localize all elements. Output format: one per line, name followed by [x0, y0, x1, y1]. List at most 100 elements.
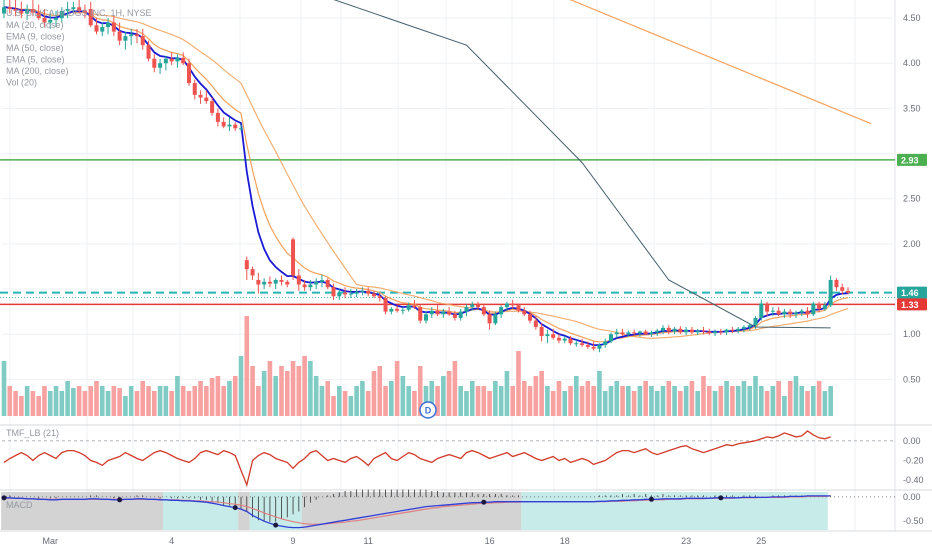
candle[interactable]: [805, 307, 810, 318]
candle[interactable]: [846, 287, 850, 295]
candle[interactable]: [42, 9, 47, 28]
candle[interactable]: [36, 4, 41, 20]
candle[interactable]: [614, 328, 619, 338]
candle[interactable]: [713, 329, 718, 336]
candle[interactable]: [730, 326, 735, 334]
candle[interactable]: [111, 16, 116, 37]
candle[interactable]: [158, 58, 163, 75]
candle[interactable]: [487, 310, 492, 330]
candle[interactable]: [308, 280, 313, 291]
candle[interactable]: [510, 299, 515, 309]
candle[interactable]: [366, 287, 371, 297]
candle[interactable]: [204, 90, 209, 104]
candle[interactable]: [643, 329, 648, 336]
price-tag[interactable]: [897, 298, 927, 311]
time-tick-label[interactable]: Mar: [42, 536, 58, 546]
candle[interactable]: [134, 28, 139, 44]
candle[interactable]: [770, 307, 775, 317]
candle[interactable]: [273, 278, 278, 290]
candle[interactable]: [834, 278, 839, 291]
candle[interactable]: [481, 303, 486, 317]
candle[interactable]: [516, 303, 521, 313]
candle[interactable]: [661, 325, 666, 335]
candle[interactable]: [684, 326, 689, 336]
candle[interactable]: [198, 90, 203, 104]
candle[interactable]: [13, 0, 18, 17]
candle[interactable]: [591, 341, 596, 351]
candle[interactable]: [568, 336, 573, 346]
candle[interactable]: [100, 22, 105, 37]
candle[interactable]: [169, 52, 174, 66]
dividend-marker[interactable]: D: [419, 401, 437, 419]
candle[interactable]: [71, 1, 76, 14]
candle[interactable]: [493, 311, 498, 326]
candle[interactable]: [464, 304, 469, 317]
candle[interactable]: [759, 299, 764, 321]
candle[interactable]: [811, 301, 816, 317]
candle[interactable]: [788, 308, 793, 318]
candle[interactable]: [192, 79, 197, 100]
candle[interactable]: [348, 289, 353, 299]
candle[interactable]: [585, 341, 590, 349]
candle[interactable]: [429, 307, 434, 318]
time-tick-label[interactable]: 16: [485, 536, 495, 546]
candle[interactable]: [782, 308, 787, 318]
candle[interactable]: [603, 338, 608, 348]
candle[interactable]: [377, 293, 382, 302]
candle[interactable]: [799, 308, 804, 317]
candle[interactable]: [452, 310, 457, 321]
candle[interactable]: [262, 278, 267, 290]
candle[interactable]: [343, 287, 348, 299]
candle[interactable]: [279, 275, 284, 286]
candle[interactable]: [285, 280, 290, 288]
candle[interactable]: [354, 289, 359, 298]
candle[interactable]: [360, 287, 365, 296]
candle[interactable]: [314, 278, 319, 290]
candle[interactable]: [522, 307, 527, 317]
chart-title[interactable]: U.S. SILICA HLDGS INC, 1H, NYSE: [6, 8, 152, 18]
time-tick-label[interactable]: 18: [560, 536, 570, 546]
time-axis[interactable]: Mar 4 9 11 16 18 23 25: [42, 536, 766, 546]
candle[interactable]: [597, 343, 602, 353]
legend-item[interactable]: MA (50, close): [6, 43, 64, 53]
candle[interactable]: [822, 301, 827, 311]
candle[interactable]: [528, 310, 533, 324]
time-tick-label[interactable]: 25: [756, 536, 766, 546]
candle[interactable]: [470, 301, 475, 311]
candle[interactable]: [221, 117, 226, 129]
candle[interactable]: [181, 52, 186, 66]
candle[interactable]: [296, 269, 301, 291]
candle[interactable]: [753, 316, 758, 329]
candle[interactable]: [776, 307, 781, 317]
time-tick-label[interactable]: 9: [291, 536, 296, 546]
legend-item[interactable]: EMA (9, close): [6, 32, 65, 42]
candle[interactable]: [210, 97, 215, 116]
candle[interactable]: [695, 328, 700, 336]
candle[interactable]: [649, 330, 654, 337]
legend-item[interactable]: MA (20, close): [6, 20, 64, 30]
candle[interactable]: [59, 7, 64, 23]
candle[interactable]: [447, 307, 452, 317]
candle[interactable]: [88, 1, 93, 28]
candle[interactable]: [291, 237, 296, 280]
price-tag[interactable]: [897, 286, 927, 299]
candle[interactable]: [19, 1, 24, 19]
candle[interactable]: [186, 58, 191, 86]
candle[interactable]: [747, 323, 752, 331]
candle[interactable]: [626, 330, 631, 337]
candle[interactable]: [678, 326, 683, 335]
candle[interactable]: [175, 54, 180, 68]
candle[interactable]: [25, 4, 30, 20]
candle[interactable]: [580, 338, 585, 347]
candle[interactable]: [574, 339, 579, 347]
candle[interactable]: [499, 305, 504, 318]
candle[interactable]: [302, 280, 307, 291]
time-tick-label[interactable]: 4: [169, 536, 174, 546]
candle[interactable]: [30, 0, 35, 17]
legend-item[interactable]: MA (200, close): [6, 66, 69, 76]
candle[interactable]: [77, 0, 82, 14]
candle[interactable]: [556, 334, 561, 344]
candle[interactable]: [828, 275, 833, 308]
candle[interactable]: [545, 329, 550, 344]
